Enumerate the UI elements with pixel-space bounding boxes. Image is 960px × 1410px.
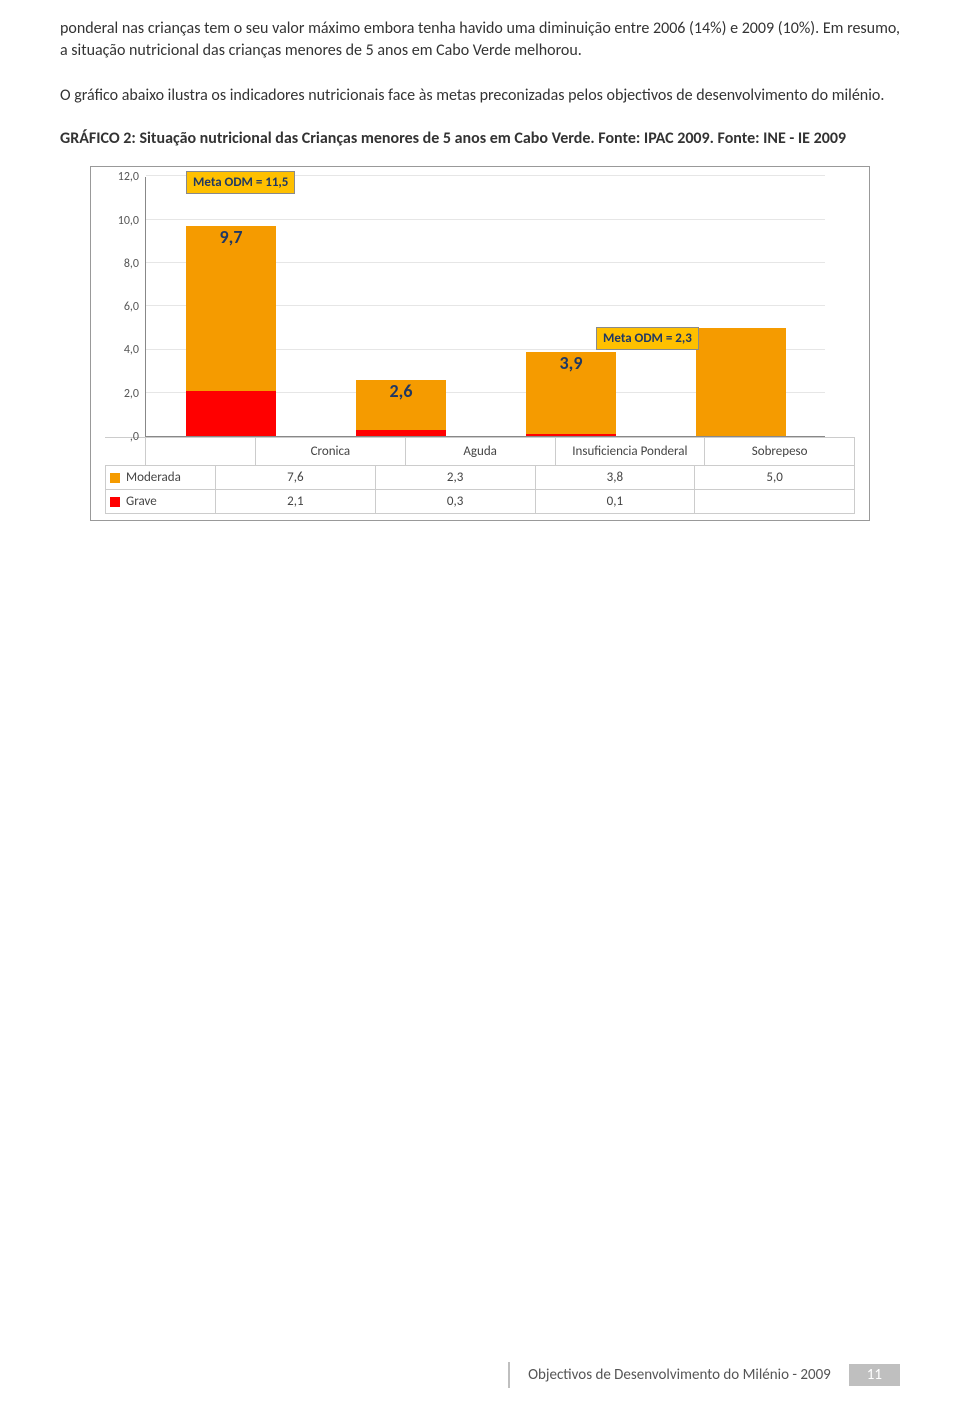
- bar: [696, 328, 786, 436]
- paragraph-2: O gráfico abaixo ilustra os indicadores …: [60, 85, 900, 107]
- page-number: 11: [849, 1364, 900, 1386]
- x-label: Insuficiencia Ponderal: [555, 438, 705, 465]
- x-label: Cronica: [255, 438, 405, 465]
- bar-total-label: 9,7: [220, 226, 243, 248]
- legend-swatch: [110, 497, 120, 507]
- table-cell: 3,8: [535, 466, 695, 489]
- paragraph-1: ponderal nas crianças tem o seu valor má…: [60, 18, 900, 63]
- bar-segment-grave: [526, 434, 616, 436]
- bar-segment-grave: [186, 391, 276, 437]
- table-row: Grave 2,10,30,1: [105, 490, 855, 514]
- table-row: Moderada 7,62,33,85,0: [105, 466, 855, 490]
- table-cell: 2,3: [375, 466, 535, 489]
- bar: 3,9: [526, 352, 616, 436]
- footer-divider: [508, 1362, 510, 1388]
- x-label: Sobrepeso: [704, 438, 855, 465]
- odm-target-label: Meta ODM = 2,3: [596, 327, 699, 350]
- bar-segment-moderada: [186, 226, 276, 391]
- bar-segment-grave: [356, 430, 446, 437]
- bar: 2,6: [356, 380, 446, 436]
- legend-label: Grave: [126, 494, 157, 509]
- bar-segment-moderada: [696, 328, 786, 436]
- table-cell: 2,1: [215, 490, 375, 513]
- chart-caption: GRÁFICO 2: Situação nutricional das Cria…: [60, 129, 900, 148]
- legend-label: Moderada: [126, 470, 181, 485]
- plot-area: 9,72,63,9Meta ODM = 11,5Meta ODM = 2,3: [145, 177, 825, 437]
- legend-swatch: [110, 473, 120, 483]
- footer-text: Objectivos de Desenvolvimento do Milénio…: [528, 1366, 831, 1384]
- table-cell: 0,1: [535, 490, 695, 513]
- table-cell: 5,0: [694, 466, 855, 489]
- bar-total-label: 3,9: [560, 352, 583, 374]
- table-cell: [694, 490, 855, 513]
- y-axis: 12,010,08,06,04,02,0,0: [105, 177, 145, 437]
- table-cell: 7,6: [215, 466, 375, 489]
- x-axis-labels: CronicaAgudaInsuficiencia PonderalSobrep…: [105, 437, 855, 465]
- table-cell: 0,3: [375, 490, 535, 513]
- data-table: Moderada 7,62,33,85,0 Grave 2,10,30,1: [105, 465, 855, 514]
- gridline: [146, 219, 825, 220]
- bar-total-label: 2,6: [390, 380, 413, 402]
- bar: 9,7: [186, 226, 276, 436]
- odm-target-label: Meta ODM = 11,5: [186, 171, 295, 194]
- chart-container: 12,010,08,06,04,02,0,0 9,7 2,6 3,9 Meta ODM…: [90, 166, 870, 521]
- x-label: Aguda: [405, 438, 555, 465]
- page-footer: Objectivos de Desenvolvimento do Milénio…: [60, 1362, 900, 1388]
